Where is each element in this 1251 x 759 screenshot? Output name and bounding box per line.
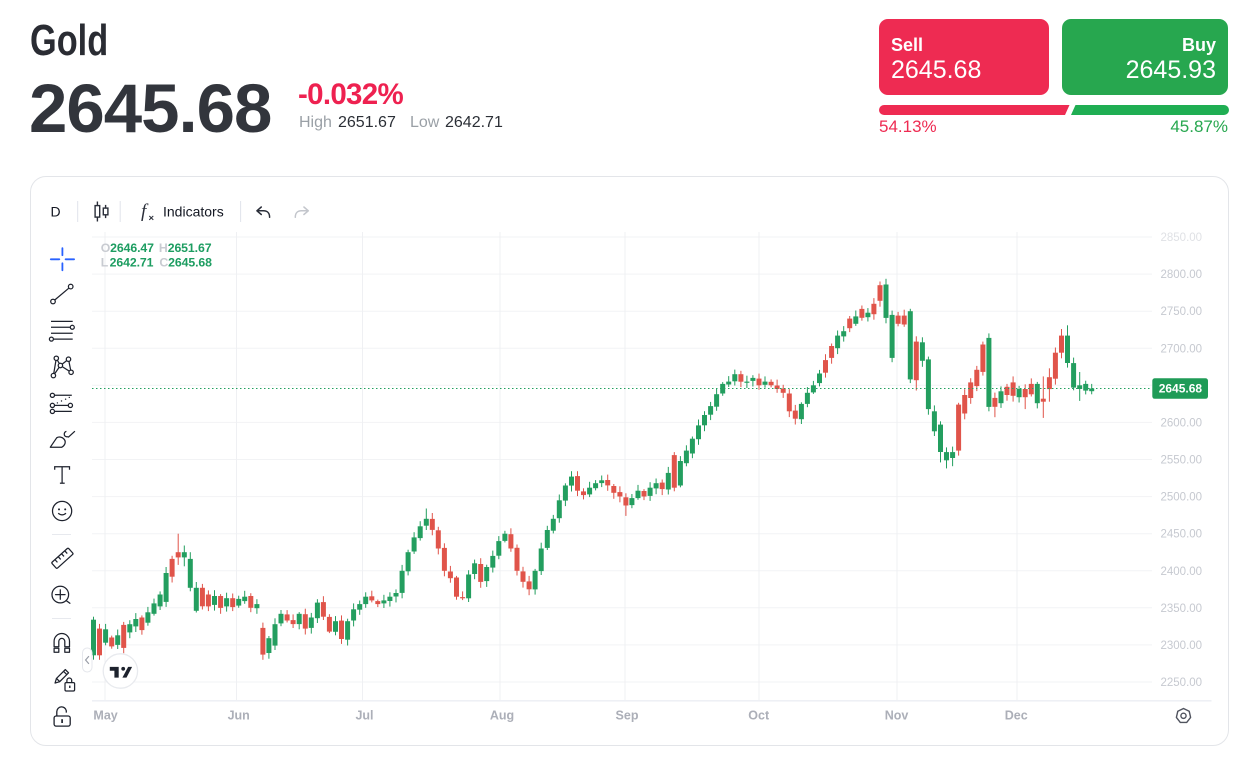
svg-text:Jul: Jul — [355, 709, 373, 723]
svg-text:Oct: Oct — [748, 709, 770, 723]
svg-text:Dec: Dec — [1005, 709, 1028, 723]
svg-text:2500.00: 2500.00 — [1161, 492, 1203, 504]
svg-text:2550.00: 2550.00 — [1161, 455, 1203, 467]
svg-text:2250.00: 2250.00 — [1161, 677, 1203, 689]
svg-text:2645.68: 2645.68 — [1159, 382, 1203, 396]
svg-text:May: May — [93, 709, 117, 723]
svg-text:2350.00: 2350.00 — [1161, 603, 1203, 615]
svg-text:2300.00: 2300.00 — [1161, 640, 1203, 652]
svg-text:Jun: Jun — [228, 709, 250, 723]
svg-text:f: f — [141, 201, 149, 222]
svg-text:Nov: Nov — [885, 709, 909, 723]
svg-text:2400.00: 2400.00 — [1161, 566, 1203, 578]
svg-text:2600.00: 2600.00 — [1161, 417, 1203, 429]
svg-text:D: D — [51, 204, 61, 220]
svg-text:×: × — [149, 213, 155, 224]
svg-text:2700.00: 2700.00 — [1161, 343, 1203, 355]
svg-text:Sep: Sep — [616, 709, 639, 723]
svg-text:2450.00: 2450.00 — [1161, 529, 1203, 541]
svg-text:2850.00: 2850.00 — [1161, 232, 1203, 244]
svg-text:Aug: Aug — [490, 709, 514, 723]
svg-text:2800.00: 2800.00 — [1161, 269, 1203, 281]
svg-text:Indicators: Indicators — [163, 204, 224, 220]
svg-text:2750.00: 2750.00 — [1161, 306, 1203, 318]
